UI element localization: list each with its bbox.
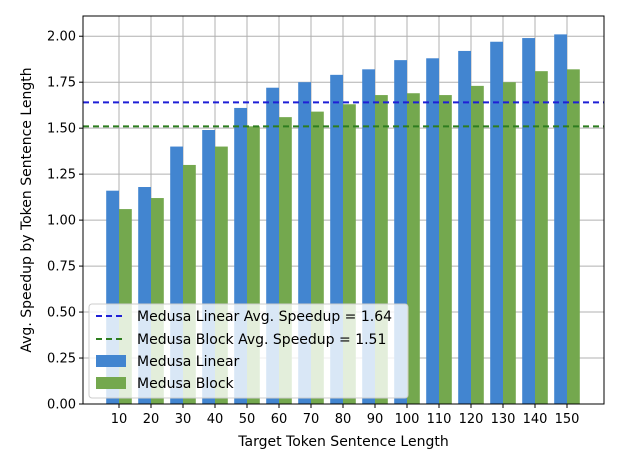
legend-linear-label: Medusa Linear [137, 354, 240, 370]
bar-medusa-block [567, 69, 580, 404]
x-tick-label: 140 [523, 412, 548, 427]
x-tick-label: 80 [335, 412, 352, 427]
y-axis: 0.00 0.25 0.50 0.75 1.00 1.25 1.50 1.75 2.00 [47, 30, 83, 413]
y-tick-label: 1.00 [47, 214, 76, 229]
bar-medusa-block [503, 82, 516, 405]
bar-medusa-linear [458, 50, 471, 405]
x-tick-label: 90 [367, 412, 384, 427]
x-tick-label: 10 [111, 412, 128, 427]
x-tick-label: 40 [207, 412, 224, 427]
x-tick-label: 20 [143, 412, 160, 427]
bar-medusa-block [407, 93, 420, 404]
x-tick-label: 120 [459, 412, 484, 427]
bar-medusa-linear [554, 34, 567, 405]
bar-medusa-block [471, 85, 484, 405]
y-tick-label: 0.00 [47, 398, 76, 413]
legend-block-label: Medusa Block [137, 376, 235, 392]
legend-linear-avg-label: Medusa Linear Avg. Speedup = 1.64 [137, 309, 392, 325]
x-tick-label: 130 [491, 412, 516, 427]
legend-linear-swatch [96, 355, 126, 367]
y-tick-label: 1.25 [47, 168, 76, 183]
x-tick-label: 30 [175, 412, 192, 427]
x-tick-label: 60 [271, 412, 288, 427]
y-tick-label: 0.25 [47, 352, 76, 367]
legend-box [88, 303, 409, 399]
x-tick-label: 150 [555, 412, 580, 427]
bar-medusa-block [439, 95, 452, 404]
x-axis-label: Target Token Sentence Length [237, 434, 448, 450]
x-tick-label: 110 [427, 412, 452, 427]
reference-lines-layer [83, 101, 604, 128]
legend-block-swatch [96, 377, 126, 389]
y-axis-label: Avg. Speedup by Token Sentence Length [19, 67, 35, 352]
y-tick-label: 1.50 [47, 122, 76, 137]
bar-medusa-linear [426, 58, 439, 405]
legend: Medusa Linear Avg. Speedup = 1.64 Medusa… [88, 303, 409, 399]
bar-medusa-linear [490, 41, 503, 404]
x-axis: 10 20 30 40 50 60 70 80 90 100 110 120 130 140 150 [111, 404, 580, 427]
bar-medusa-block [535, 71, 548, 404]
legend-block-avg-label: Medusa Block Avg. Speedup = 1.51 [137, 332, 386, 348]
y-tick-label: 0.50 [47, 306, 76, 321]
bar-medusa-linear [522, 38, 535, 405]
x-tick-label: 100 [395, 412, 420, 427]
y-tick-label: 1.75 [47, 76, 76, 91]
y-tick-label: 2.00 [47, 30, 76, 45]
y-tick-label: 0.75 [47, 260, 76, 275]
x-tick-label: 70 [303, 412, 320, 427]
x-tick-label: 50 [239, 412, 256, 427]
